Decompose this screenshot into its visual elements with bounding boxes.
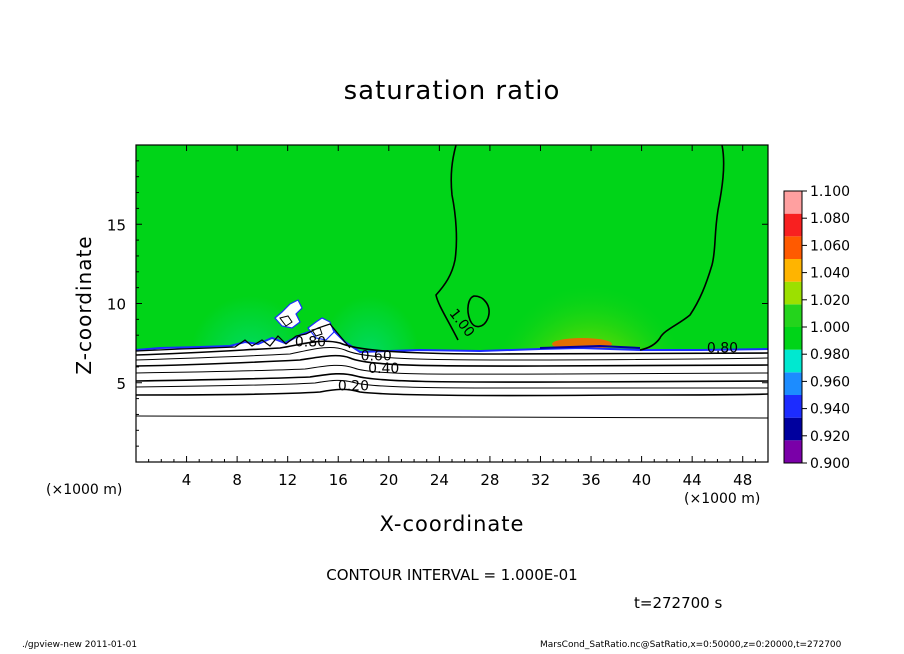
x-tick-label: 32 [531, 471, 550, 489]
colorbar-label: 0.980 [810, 347, 850, 363]
contour-0.40 [136, 372, 768, 383]
colorbar-segment [784, 191, 802, 214]
colorbar-label: 0.920 [810, 429, 850, 445]
contour-0.20 [136, 388, 768, 397]
contour-0.70 [136, 347, 768, 361]
y-tick-label: 5 [116, 375, 126, 393]
x-tick-label: 24 [430, 471, 449, 489]
colorbar-segment [784, 236, 802, 259]
y-tick-label: 10 [107, 296, 126, 314]
colorbar-segment [784, 281, 802, 305]
colorbar-segment [784, 395, 802, 418]
x-tick-label: 48 [733, 471, 752, 489]
contour-1.00 [435, 145, 459, 341]
colorbar-segment [784, 372, 802, 395]
contour-0.30 [136, 379, 768, 389]
x-axis-unit-right: (×1000 m) [684, 491, 761, 507]
colorbar-segment [784, 213, 802, 237]
x-tick-label: 28 [480, 471, 499, 489]
contour-label: 0.80 [295, 334, 326, 350]
colorbar-label: 1.060 [810, 238, 850, 254]
colorbar-label: 1.020 [810, 293, 850, 309]
chart-title: saturation ratio [343, 76, 561, 106]
x-axis-unit-left: (×1000 m) [46, 482, 123, 498]
colorbar-segment [784, 349, 802, 373]
colorbar: 0.900 0.920 0.940 0.960 0.980 1.000 1.020 1.040… [783, 184, 850, 472]
colorbar-label: 1.040 [810, 266, 850, 282]
contour-jagged [136, 323, 351, 352]
x-tick-label: 44 [683, 471, 702, 489]
contour-1.00-right [639, 145, 725, 351]
x-axis-label: X-coordinate [379, 512, 525, 536]
contour-label: 0.40 [368, 361, 399, 377]
contour-0.50 [136, 364, 768, 375]
x-tick-label: 36 [581, 471, 600, 489]
x-tick-label: 8 [232, 471, 242, 489]
colorbar-segment [784, 259, 802, 282]
contour-0.60 [136, 354, 768, 367]
colorbar-label: 0.960 [810, 374, 850, 390]
boundary-edge-dark [539, 344, 641, 349]
colorbar-segment [784, 304, 802, 327]
contour-label: 0.20 [338, 379, 369, 395]
contour-label: 0.60 [361, 349, 392, 365]
contour-interval-label: CONTOUR INTERVAL = 1.000E-01 [326, 566, 578, 584]
colorbar-segment [784, 327, 802, 350]
colorbar-label: 1.080 [810, 211, 850, 227]
x-tick-label: 40 [632, 471, 651, 489]
x-tick-label: 4 [182, 471, 192, 489]
contour-label: 0.80 [707, 341, 738, 357]
x-tick-label: 16 [329, 471, 348, 489]
contour-1.00-loop [467, 295, 490, 328]
y-tick-label: 15 [107, 216, 126, 234]
footer-right-text: MarsCond_SatRatio.nc@SatRatio,x=0:50000,… [540, 640, 842, 650]
plot-field [136, 145, 768, 462]
contour-0.80 [136, 340, 768, 356]
colorbar-label: 0.940 [810, 402, 850, 418]
colorbar-label: 0.900 [810, 456, 850, 472]
colorbar-segment [784, 417, 802, 441]
footer-left-text: ./gpview-new 2011-01-01 [22, 640, 138, 650]
colorbar-label: 1.000 [810, 320, 850, 336]
time-label: t=272700 s [634, 594, 723, 612]
contour-detail [279, 315, 293, 327]
colorbar-label: 1.100 [810, 184, 850, 200]
colorbar-segment [784, 440, 802, 463]
x-tick-label: 20 [379, 471, 398, 489]
x-tick-label: 12 [278, 471, 297, 489]
